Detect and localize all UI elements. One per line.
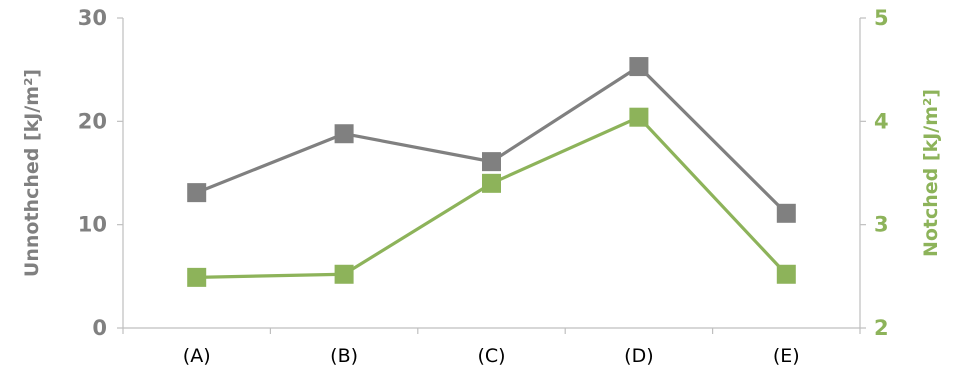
- series-2-marker: [334, 264, 354, 284]
- series-2-marker: [187, 267, 207, 287]
- x-tick-label: (E): [773, 345, 800, 367]
- right-tick-label: 5: [874, 6, 889, 30]
- x-tick-label: (A): [183, 345, 211, 367]
- right-tick-label: 3: [874, 213, 889, 237]
- left-axis-title: Unnothched [kJ/m²]: [21, 69, 43, 277]
- series-1-marker: [776, 203, 796, 223]
- series-1-marker: [334, 124, 354, 144]
- x-tick-label: (D): [624, 345, 653, 367]
- left-tick-label: 20: [78, 109, 107, 133]
- series-1-marker: [187, 183, 207, 203]
- series-2-marker: [482, 173, 501, 193]
- series-2-line: [196, 115, 788, 279]
- left-tick-label: 30: [78, 6, 107, 30]
- series-1-marker: [629, 57, 649, 77]
- series: [187, 57, 796, 287]
- plot-axes: [122, 18, 861, 329]
- x-tick-label: (C): [477, 345, 505, 367]
- right-axis-title: Notched [kJ/m²]: [920, 89, 942, 257]
- ticks: 0 10 20 30 2 3 4 5 (A) (B) (C) (D) (E): [78, 6, 889, 367]
- right-tick-label: 4: [874, 109, 889, 133]
- right-tick-label: 2: [874, 316, 889, 340]
- series-2-marker: [629, 107, 649, 127]
- series-1-marker: [482, 152, 501, 172]
- left-tick-label: 0: [92, 316, 107, 340]
- series-2-marker: [776, 264, 796, 284]
- left-tick-label: 10: [78, 213, 107, 237]
- x-tick-label: (B): [330, 345, 358, 367]
